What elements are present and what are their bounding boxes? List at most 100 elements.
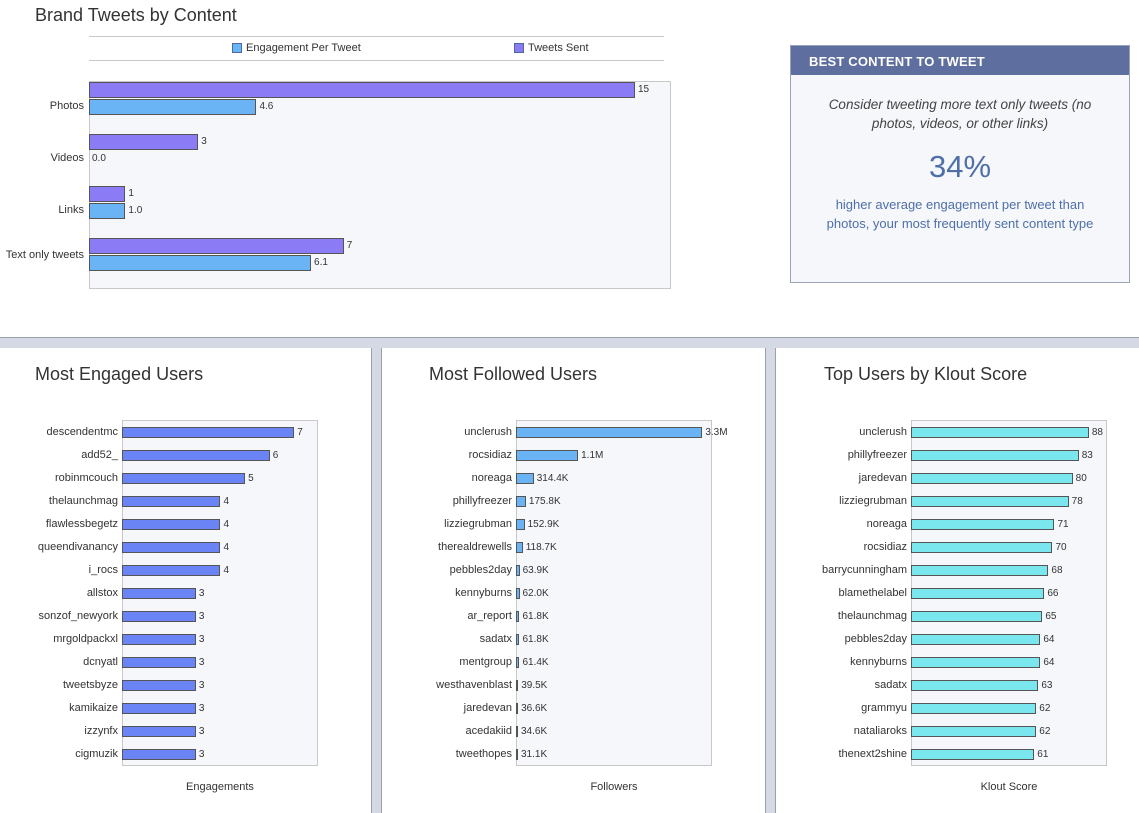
legend-item-engagement[interactable]: Engagement Per Tweet [232, 42, 361, 54]
most-followed-users-user-label-1: rocsidiaz [468, 449, 512, 461]
most-engaged-users-bar-5 [122, 542, 221, 553]
top-users-by-klout-score-user-label-13: nataliaroks [853, 725, 907, 737]
top-users-by-klout-score-value-label-10: 64 [1043, 657, 1055, 668]
most-followed-users-bar-9 [516, 634, 520, 645]
brand-tweets-legend: Engagement Per Tweet Tweets Sent [89, 42, 664, 56]
klout-score-title: Top Users by Klout Score [824, 364, 1028, 384]
legend-swatch-engagement [232, 43, 242, 53]
most-engaged-users-value-label-6: 4 [223, 565, 230, 576]
top-users-by-klout-score-user-label-14: thenext2shine [838, 748, 908, 760]
top-users-by-klout-score-bar-4 [911, 519, 1055, 530]
most-followed-users-bar-8 [516, 611, 520, 622]
most-followed-users-bar-3 [516, 496, 526, 507]
top-users-by-klout-score-bar-12 [911, 703, 1037, 714]
most-followed-users-value-label-1: 1.1M [581, 450, 604, 461]
most-followed-users-value-label-12: 36.6K [521, 703, 548, 714]
top-users-by-klout-score-user-label-6: barrycunningham [822, 564, 907, 576]
top-users-by-klout-score-bar-0 [911, 427, 1089, 438]
most-engaged-users-bar-13 [122, 726, 196, 737]
most-followed-users-value-label-13: 34.6K [521, 726, 548, 737]
category-label-links: Links [58, 204, 84, 216]
best-content-header: BEST CONTENT TO TWEET [791, 46, 1129, 75]
most-followed-users-bar-10 [516, 657, 520, 668]
most-engaged-users-value-label-1: 6 [272, 450, 279, 461]
most-followed-users-user-label-8: ar_report [467, 610, 512, 622]
legend-swatch-tweets-sent [514, 43, 524, 53]
value-label-tweets-sent-links: 1 [128, 188, 134, 199]
top-users-by-klout-score-value-label-3: 78 [1071, 496, 1083, 507]
most-engaged-users-bar-11 [122, 680, 196, 691]
most-engaged-users-value-label-12: 3 [198, 703, 205, 714]
most-engaged-users-user-label-13: izzynfx [84, 725, 118, 737]
klout-score-xlabel: Klout Score [980, 781, 1038, 793]
top-users-by-klout-score-value-label-7: 66 [1047, 588, 1059, 599]
most-engaged-users-bar-9 [122, 634, 196, 645]
most-followed-users-user-label-12: jaredevan [463, 702, 512, 714]
most-followed-users-value-label-8: 61.8K [522, 611, 549, 622]
best-content-text: Consider tweeting more text only tweets … [828, 97, 1092, 131]
most-followed-users-bar-12 [516, 703, 519, 714]
most-followed-users-bar-5 [516, 542, 523, 553]
top-users-by-klout-score-bar-9 [911, 634, 1041, 645]
legend-label-engagement: Engagement Per Tweet [246, 42, 361, 54]
most-followed-users-value-label-14: 31.1K [521, 749, 548, 760]
bar-tweets-sent-photos [89, 82, 635, 98]
most-followed-users-user-label-4: lizziegrubman [444, 518, 512, 530]
top-users-by-klout-score-bar-2 [911, 473, 1073, 484]
bar-engagement-per-tweet-text-only-tweets [89, 255, 312, 271]
most-followed-title: Most Followed Users [429, 364, 598, 384]
most-engaged-users-bar-0 [122, 427, 295, 438]
bar-tweets-sent-links [89, 186, 126, 202]
most-engaged-title: Most Engaged Users [35, 364, 204, 384]
best-content-percent: 34% [928, 149, 992, 184]
most-followed-users-user-label-14: tweethopes [455, 748, 512, 760]
most-followed-users-bar-0 [516, 427, 703, 438]
top-users-by-klout-score-value-label-11: 63 [1041, 680, 1053, 691]
most-engaged-users-bar-12 [122, 703, 196, 714]
top-users-by-klout-score-bar-1 [911, 450, 1079, 461]
best-content-card: BEST CONTENT TO TWEET Consider tweeting … [790, 45, 1130, 283]
most-engaged-users-user-label-7: allstox [86, 587, 118, 599]
bar-engagement-per-tweet-photos [89, 99, 257, 115]
top-users-by-klout-score-user-label-5: rocsidiaz [863, 541, 907, 553]
panel-divider-1 [371, 348, 382, 813]
most-engaged-users-value-label-11: 3 [198, 680, 205, 691]
legend-item-tweets-sent[interactable]: Tweets Sent [514, 42, 589, 54]
top-users-by-klout-score-bar-14 [911, 749, 1035, 760]
top-users-by-klout-score-user-label-12: grammyu [861, 702, 907, 714]
most-engaged-users-value-label-3: 4 [223, 496, 230, 507]
most-followed-users-value-label-7: 62.0K [522, 588, 549, 599]
most-engaged-users-bar-6 [122, 565, 221, 576]
top-users-by-klout-score-value-label-9: 64 [1043, 634, 1055, 645]
top-users-by-klout-score-user-label-7: blamethelabel [838, 587, 908, 599]
top-users-by-klout-score-bar-10 [911, 657, 1041, 668]
top-users-by-klout-score-value-label-0: 88 [1091, 427, 1103, 438]
most-followed-users-user-label-7: kennyburns [455, 587, 512, 599]
most-followed-users-value-label-0: 3.3M [705, 427, 728, 438]
bar-tweets-sent-videos [89, 134, 199, 150]
top-users-by-klout-score-user-label-2: jaredevan [858, 472, 907, 484]
most-engaged-users-user-label-12: kamikaize [69, 702, 118, 714]
most-engaged-users-value-label-0: 7 [297, 427, 303, 438]
brand-tweets-title: Brand Tweets by Content [35, 5, 237, 25]
top-users-by-klout-score-user-label-10: kennyburns [850, 656, 907, 668]
most-followed-users-user-label-2: noreaga [471, 472, 512, 484]
value-label-engagement-per-tweet-photos: 4.6 [259, 101, 274, 112]
top-users-by-klout-score-bar-3 [911, 496, 1069, 507]
most-engaged-users-value-label-9: 3 [198, 634, 205, 645]
most-engaged-users-user-label-6: i_rocs [88, 564, 118, 576]
most-engaged-users-value-label-5: 4 [223, 542, 230, 553]
most-engaged-users-value-label-4: 4 [223, 519, 230, 530]
most-followed-users-value-label-6: 63.9K [522, 565, 549, 576]
top-users-by-klout-score-value-label-14: 61 [1037, 749, 1049, 760]
most-engaged-users-bar-1 [122, 450, 270, 461]
top-users-by-klout-score-user-label-4: noreaga [866, 518, 907, 530]
most-followed-users-bar-7 [516, 588, 520, 599]
top-users-by-klout-score-value-label-4: 71 [1057, 519, 1069, 530]
most-engaged-users-user-label-1: add52_ [81, 449, 118, 461]
top-users-by-klout-score-bar-11 [911, 680, 1039, 691]
most-followed-xlabel: Followers [590, 781, 638, 793]
most-engaged-users-value-label-7: 3 [198, 588, 205, 599]
most-engaged-users-user-label-10: dcnyatl [83, 656, 118, 668]
most-engaged-users-user-label-2: robinmcouch [55, 472, 118, 484]
